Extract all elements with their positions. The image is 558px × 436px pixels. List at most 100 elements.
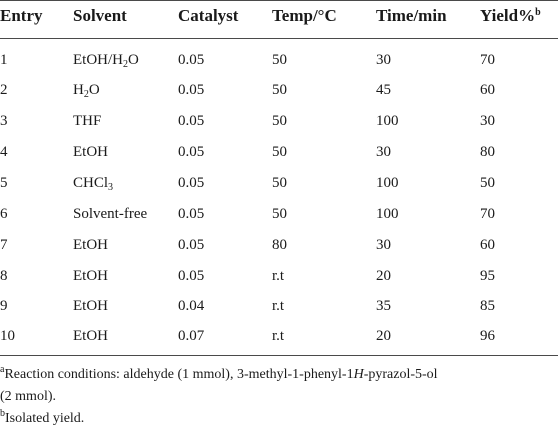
solvent-main: EtOH — [73, 268, 108, 284]
cell-time: 100 — [376, 175, 399, 191]
cell-solvent: EtOH — [73, 235, 108, 255]
cell-catalyst: 0.05 — [178, 82, 205, 98]
footnote-b-text: Isolated yield. — [5, 411, 85, 426]
cell-entry: 5 — [0, 175, 8, 191]
cell-temp: 50 — [272, 82, 287, 98]
cell-temp: 80 — [272, 237, 287, 253]
header-yield-label: Yield% — [480, 6, 536, 25]
cell-time: 30 — [376, 237, 391, 253]
table-row: 5 CHCl3 0.05 50 100 50 — [0, 173, 558, 203]
solvent-main: H — [73, 82, 84, 98]
cell-catalyst: 0.05 — [178, 268, 205, 284]
solvent-main: THF — [73, 113, 102, 129]
cell-temp: 50 — [272, 206, 287, 222]
footnote-a-text-1: Reaction conditions: aldehyde (1 mmol), … — [4, 367, 354, 382]
cell-catalyst: 0.04 — [178, 298, 205, 314]
table-row: 3 THF 0.05 50 100 30 — [0, 111, 558, 141]
cell-yield: 70 — [480, 52, 495, 68]
header-temp: Temp/°C — [272, 6, 337, 25]
table-row: 9 EtOH 0.04 r.t 35 85 — [0, 296, 558, 326]
cell-yield: 70 — [480, 206, 495, 222]
cell-time: 35 — [376, 298, 391, 314]
cell-solvent: THF — [73, 111, 101, 131]
cell-yield: 96 — [480, 328, 495, 344]
solvent-main: CHCl — [73, 175, 109, 191]
cell-entry: 7 — [0, 237, 8, 253]
table-row: 6 Solvent-free 0.05 50 100 70 — [0, 204, 558, 234]
solvent-main: Solvent-free — [73, 206, 148, 222]
solvent-subscript: 2 — [83, 89, 89, 100]
solvent-main: EtOH — [73, 328, 108, 344]
cell-catalyst: 0.05 — [178, 113, 205, 129]
cell-yield: 60 — [480, 82, 495, 98]
cell-entry: 10 — [0, 328, 15, 344]
cell-solvent: H2O — [73, 80, 100, 100]
cell-entry: 4 — [0, 144, 8, 160]
cell-entry: 9 — [0, 298, 8, 314]
cell-temp: 50 — [272, 113, 287, 129]
cell-entry: 6 — [0, 206, 8, 222]
cell-catalyst: 0.07 — [178, 328, 205, 344]
footnote-a-cont: (2 mmol). — [0, 389, 56, 404]
cell-temp: 50 — [272, 144, 287, 160]
cell-time: 100 — [376, 113, 399, 129]
table-row: 10 EtOH 0.07 r.t 20 96 — [0, 326, 558, 356]
cell-solvent: EtOH/H2O — [73, 50, 139, 70]
table-row: 1 EtOH/H2O 0.05 50 30 70 — [0, 50, 558, 80]
table-header-rule — [0, 38, 558, 39]
table-row: 8 EtOH 0.05 r.t 20 95 — [0, 266, 558, 296]
cell-entry: 8 — [0, 268, 8, 284]
cell-time: 20 — [376, 328, 391, 344]
cell-yield: 80 — [480, 144, 495, 160]
header-solvent: Solvent — [73, 6, 127, 25]
cell-entry: 3 — [0, 113, 8, 129]
footnote-a-italic: H — [353, 367, 364, 382]
cell-yield: 95 — [480, 268, 495, 284]
header-time: Time/min — [376, 6, 447, 25]
table-top-rule — [0, 0, 558, 1]
cell-solvent: EtOH — [73, 296, 108, 316]
table-row: 4 EtOH 0.05 50 30 80 — [0, 142, 558, 172]
cell-time: 45 — [376, 82, 391, 98]
solvent-main: EtOH — [73, 144, 108, 160]
cell-time: 30 — [376, 144, 391, 160]
footnote-b: bIsolated yield. — [0, 408, 84, 430]
solvent-subscript: 2 — [123, 59, 128, 70]
cell-solvent: EtOH — [73, 142, 108, 162]
solvent-subscript: 3 — [108, 182, 114, 193]
cell-temp: r.t — [272, 298, 285, 314]
cell-solvent: EtOH — [73, 326, 108, 346]
cell-catalyst: 0.05 — [178, 206, 205, 222]
cell-yield: 50 — [480, 175, 495, 191]
cell-catalyst: 0.05 — [178, 144, 205, 160]
cell-yield: 60 — [480, 237, 495, 253]
cell-solvent: CHCl3 — [73, 173, 113, 193]
solvent-main: EtOH — [73, 298, 108, 314]
footnote-a: aReaction conditions: aldehyde (1 mmol),… — [0, 364, 438, 386]
solvent-rest: O — [128, 52, 139, 68]
cell-solvent: EtOH — [73, 266, 108, 286]
cell-catalyst: 0.05 — [178, 52, 205, 68]
cell-entry: 2 — [0, 82, 8, 98]
footnote-a-text-2: -pyrazol-5-ol — [363, 367, 438, 382]
header-yield-footnote-mark: b — [535, 7, 541, 18]
cell-time: 100 — [376, 206, 399, 222]
table-row: 2 H2O 0.05 50 45 60 — [0, 80, 558, 110]
cell-temp: r.t — [272, 328, 285, 344]
cell-catalyst: 0.05 — [178, 237, 205, 253]
footnote-b-mark: b — [0, 408, 5, 419]
cell-time: 20 — [376, 268, 391, 284]
header-entry: Entry — [0, 6, 43, 25]
solvent-main: EtOH/H — [73, 52, 123, 68]
cell-entry: 1 — [0, 52, 8, 68]
cell-temp: r.t — [272, 268, 285, 284]
header-yield: Yield%b — [480, 6, 541, 26]
table-bottom-rule — [0, 355, 558, 356]
cell-solvent: Solvent-free — [73, 204, 147, 224]
solvent-main: EtOH — [73, 237, 108, 253]
cell-yield: 30 — [480, 113, 495, 129]
footnote-a-mark: a — [0, 364, 5, 375]
header-catalyst: Catalyst — [178, 6, 239, 25]
cell-catalyst: 0.05 — [178, 175, 205, 191]
